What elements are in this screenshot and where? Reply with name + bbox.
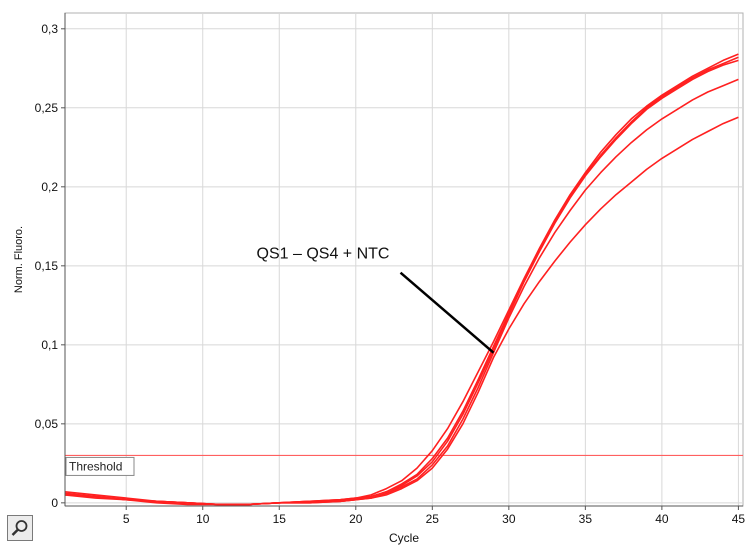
threshold-label: Threshold <box>69 459 122 473</box>
zoom-tool-button[interactable] <box>7 515 33 541</box>
x-tick-label: 35 <box>579 512 593 526</box>
y-tick-label: 0 <box>51 496 58 510</box>
x-tick-label: 10 <box>196 512 210 526</box>
y-tick-label: 0,15 <box>35 259 59 273</box>
y-tick-label: 0,1 <box>41 338 58 352</box>
y-tick-label: 0,05 <box>35 417 59 431</box>
plot-area <box>64 12 744 507</box>
x-tick-label: 30 <box>502 512 516 526</box>
grid <box>65 13 743 506</box>
x-tick-label: 25 <box>426 512 440 526</box>
x-axis-label: Cycle <box>389 531 419 545</box>
x-tick-label: 20 <box>349 512 363 526</box>
magnifier-icon <box>11 520 28 536</box>
y-tick-label: 0,2 <box>41 180 58 194</box>
x-tick-label: 45 <box>732 512 746 526</box>
x-tick-label: 15 <box>273 512 287 526</box>
x-tick-label: 5 <box>123 512 130 526</box>
threshold-layer: Threshold <box>65 454 743 476</box>
annotation: QS1 – QS4 + NTC <box>257 246 495 354</box>
annotation-label: QS1 – QS4 + NTC <box>257 246 390 263</box>
series-layer <box>64 53 739 506</box>
annotation-pointer <box>399 271 495 354</box>
threshold-label-box <box>65 456 135 476</box>
x-tick-label: 40 <box>655 512 669 526</box>
amplification-curve[interactable] <box>64 56 739 506</box>
y-axis-label: Norm. Fluoro. <box>13 226 25 293</box>
y-tick-label: 0,25 <box>35 101 59 115</box>
axes: 5 10 15 20 25 30 35 40 45 0 0,05 0,1 0,15 0,2 0,25 0,3 <box>35 13 746 526</box>
y-tick-label: 0,3 <box>41 22 58 36</box>
